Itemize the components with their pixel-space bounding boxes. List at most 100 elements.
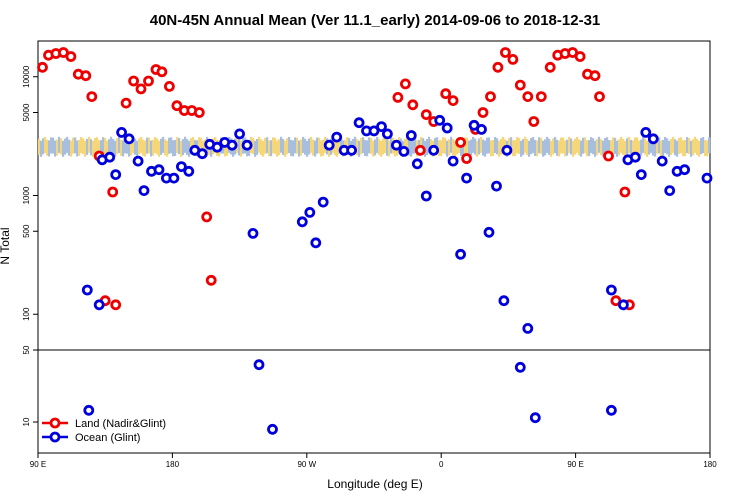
ocean-point <box>138 185 150 197</box>
ocean-point <box>241 139 253 151</box>
band-segment <box>358 140 361 157</box>
band-segment <box>448 139 451 156</box>
ocean-point <box>434 114 446 126</box>
band-segment <box>542 140 545 157</box>
band-segment <box>426 139 429 155</box>
ocean-point <box>618 299 629 311</box>
ocean-point <box>331 131 343 143</box>
band-segment <box>166 140 169 157</box>
legend-label-land: Land (Nadir&Glint) <box>75 418 166 430</box>
plot-frame <box>37 40 711 454</box>
band-segment <box>436 137 439 154</box>
band-segment <box>200 137 203 154</box>
band-segment <box>80 137 83 153</box>
band-segment <box>670 138 673 155</box>
band-segment <box>336 140 339 157</box>
land-point <box>461 153 473 164</box>
x-tick-label: 0 <box>439 460 444 469</box>
land-point <box>201 211 213 223</box>
band-segment <box>540 137 543 154</box>
band-segment <box>596 139 599 155</box>
land-point <box>110 299 122 311</box>
legend: Land (Nadir&Glint) Ocean (Glint) <box>42 417 166 444</box>
band-segment <box>526 139 529 156</box>
band-segment <box>362 137 365 154</box>
band-segment <box>274 137 277 154</box>
band-segment <box>364 140 367 156</box>
band-segment <box>528 140 531 157</box>
land-point <box>485 91 496 102</box>
band-segment <box>82 138 85 155</box>
band-segment <box>92 140 95 157</box>
band-segment <box>316 137 319 154</box>
band-segment <box>594 140 597 157</box>
band-segment <box>170 137 173 154</box>
band-segment <box>468 140 471 157</box>
ocean-point <box>234 128 246 140</box>
ocean-point <box>606 284 617 296</box>
band-segment <box>500 138 503 155</box>
band-segment <box>84 140 87 157</box>
ocean-point <box>168 172 180 184</box>
band-segment <box>644 138 647 155</box>
band-segment <box>692 139 695 156</box>
y-axis: 100 500 1000 5000 10000 10 50 <box>22 65 38 426</box>
land-point <box>514 79 526 91</box>
band-segment <box>50 137 53 154</box>
band-segment <box>654 140 657 157</box>
band-segment <box>624 140 627 157</box>
y-tick-label: 5000 <box>22 103 31 121</box>
band-segment <box>96 137 99 154</box>
ocean-point <box>420 190 432 202</box>
band-segment <box>532 137 535 154</box>
band-segment <box>302 136 305 153</box>
band-segment <box>606 137 609 154</box>
x-tick-label: 90 E <box>567 460 583 469</box>
y-tick-label: 100 <box>22 307 31 321</box>
band-segment <box>664 137 667 153</box>
band-segment <box>268 140 271 157</box>
band-segment <box>312 139 315 156</box>
land-point <box>135 83 147 95</box>
land-point <box>128 75 140 87</box>
land-point <box>37 61 48 73</box>
band-segment <box>130 139 133 156</box>
band-segment <box>356 139 359 156</box>
band-segment <box>204 139 207 156</box>
legend-label-ocean: Ocean (Glint) <box>75 432 140 444</box>
band-segment <box>642 136 645 153</box>
land-point <box>414 144 426 156</box>
band-segment <box>484 140 487 157</box>
band-segment <box>252 138 255 155</box>
band-segment <box>668 140 671 157</box>
x-tick-label: 180 <box>703 460 717 469</box>
band-segment <box>454 140 457 157</box>
band-segment <box>608 140 611 157</box>
land-point <box>507 54 519 65</box>
band-segment <box>180 140 183 157</box>
band-segment <box>112 139 115 155</box>
band-segment <box>278 139 281 156</box>
band-segment <box>386 139 389 156</box>
band-segment <box>102 137 105 154</box>
band-segment <box>260 139 263 156</box>
band-segment <box>530 138 533 155</box>
band-segment <box>66 136 69 153</box>
band-segment <box>662 139 665 156</box>
band-segment <box>428 136 431 153</box>
band-segment <box>124 137 127 154</box>
band-segment <box>592 138 595 155</box>
ocean-point <box>498 295 510 307</box>
band-segment <box>52 137 55 154</box>
band-segment <box>192 137 195 154</box>
ocean-point <box>461 172 473 184</box>
band-segment <box>524 136 527 153</box>
band-segment <box>258 136 261 153</box>
land-point <box>603 150 614 162</box>
ocean-point <box>346 144 358 156</box>
band-segment <box>694 136 697 153</box>
band-segment <box>226 139 229 156</box>
band-segment <box>296 137 299 154</box>
band-segment <box>46 139 49 156</box>
